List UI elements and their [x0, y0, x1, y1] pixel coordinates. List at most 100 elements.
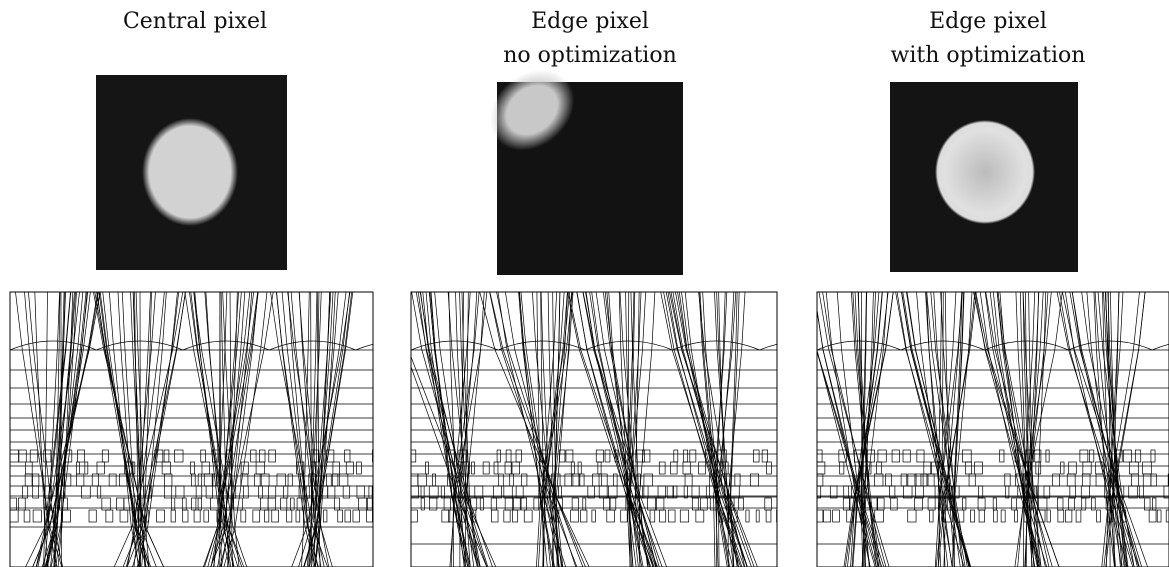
metal-block: [673, 485, 678, 499]
ray: [135, 292, 150, 567]
metal-block: [1123, 449, 1132, 463]
ray: [520, 292, 563, 567]
metal-block: [682, 461, 691, 475]
panel-title: Edge pixel: [531, 9, 649, 34]
ray: [205, 292, 232, 567]
metal-block: [587, 485, 595, 499]
ray-diagram: [817, 292, 1169, 567]
metal-block: [240, 461, 249, 475]
metal-block: [175, 485, 185, 499]
metal-block: [29, 449, 39, 463]
metal-block: [18, 449, 27, 463]
ray: [204, 292, 255, 567]
metal-block: [817, 461, 826, 475]
metal-block: [962, 497, 967, 511]
ray: [901, 292, 971, 567]
metal-block: [143, 485, 152, 499]
metal-block: [635, 449, 645, 463]
metal-block: [1045, 449, 1050, 463]
metal-block: [570, 509, 579, 523]
ray: [702, 292, 731, 567]
metal-block: [755, 509, 760, 523]
ray-diagram: [411, 292, 777, 567]
metal-block: [577, 461, 582, 475]
metal-block: [670, 461, 678, 475]
light-spot: [142, 118, 238, 226]
metal-block: [565, 449, 574, 463]
metal-block: [240, 509, 247, 523]
ray: [452, 292, 471, 567]
metal-block: [505, 449, 512, 463]
ray: [585, 292, 656, 567]
ray: [906, 292, 970, 567]
ray: [925, 292, 953, 567]
metal-block: [1014, 509, 1019, 523]
ray: [543, 292, 565, 567]
ray: [496, 292, 584, 567]
ray: [132, 292, 146, 567]
metal-block: [108, 473, 117, 487]
metal-block: [286, 509, 293, 523]
metal-block: [738, 497, 744, 511]
metal-block: [689, 449, 697, 463]
metal-block: [1144, 497, 1151, 511]
ray: [44, 292, 89, 567]
metal-block: [512, 509, 519, 523]
metal-block: [259, 449, 266, 463]
ray: [1022, 292, 1035, 567]
ray: [43, 292, 60, 567]
metal-block: [441, 509, 451, 523]
ray: [1104, 292, 1129, 567]
metal-block: [1035, 509, 1046, 523]
metal-block: [10, 509, 19, 523]
microlens: [1068, 340, 1153, 351]
ray: [53, 292, 61, 567]
ray: [1108, 292, 1116, 567]
metal-block: [823, 509, 832, 523]
metal-block: [1096, 509, 1101, 523]
ray: [108, 292, 140, 567]
ray: [845, 292, 894, 567]
ray: [141, 292, 152, 567]
metal-block: [978, 509, 985, 523]
metal-block: [411, 485, 419, 499]
metal-block: [598, 485, 608, 499]
diagram-frame: [816, 291, 1169, 567]
ray: [136, 292, 178, 567]
metal-block: [88, 509, 97, 523]
metal-block: [604, 449, 611, 463]
metal-block: [260, 473, 270, 487]
ray: [134, 292, 141, 567]
metal-block: [342, 485, 351, 499]
ray: [313, 292, 320, 567]
metal-block: [902, 449, 911, 463]
metal-block: [1075, 509, 1082, 523]
metal-block: [515, 449, 522, 463]
metal-block: [1089, 449, 1095, 463]
metal-block: [929, 509, 934, 523]
metal-block: [1138, 485, 1144, 499]
metal-block: [761, 449, 768, 463]
metal-block: [874, 509, 884, 523]
ray: [854, 292, 878, 567]
metal-block: [327, 485, 336, 499]
metal-block: [1000, 509, 1006, 523]
ray: [568, 292, 658, 567]
ray: [489, 292, 586, 567]
metal-block: [496, 449, 501, 463]
metal-block: [962, 449, 972, 463]
ray: [817, 349, 885, 567]
metal-block: [877, 449, 887, 463]
ray: [45, 292, 76, 567]
ray: [303, 292, 354, 567]
metal-block: [667, 509, 676, 523]
metal-block: [191, 473, 196, 487]
ray: [542, 292, 568, 567]
metal-block: [352, 509, 360, 523]
ray: [411, 292, 488, 567]
ray: [567, 292, 655, 567]
ray: [276, 292, 316, 567]
metal-block: [1034, 449, 1042, 463]
metal-block: [1011, 497, 1017, 511]
